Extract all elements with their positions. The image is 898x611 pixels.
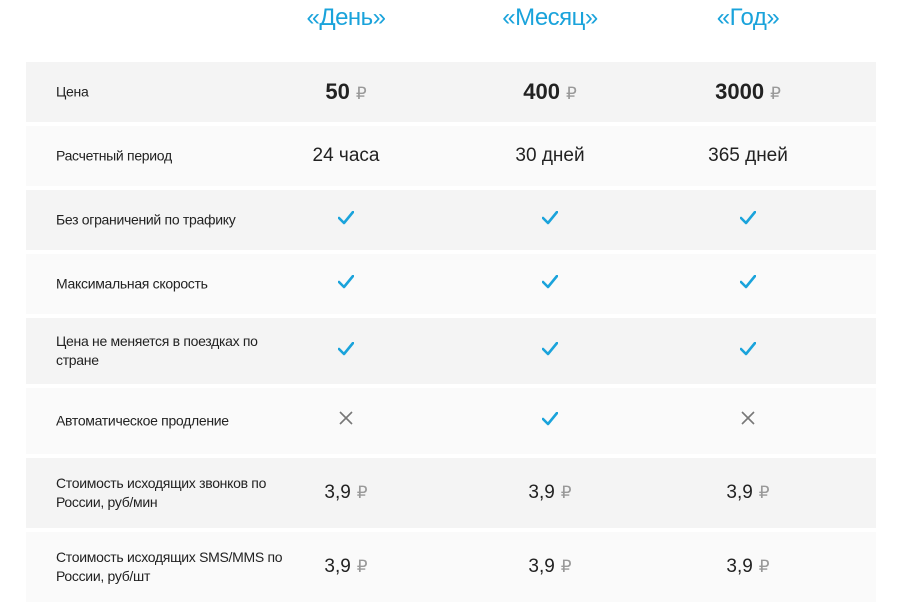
check-icon (541, 410, 559, 432)
check-icon (541, 209, 559, 231)
plan-header-1: «День» (306, 4, 386, 31)
price-value: 50 ₽ (325, 79, 366, 105)
table-row: Без ограничений по трафику (26, 190, 876, 250)
amount: 3,9 (528, 556, 555, 577)
plan-header-3: «Год» (716, 4, 780, 31)
ruble-sign: ₽ (560, 483, 572, 502)
check-icon (337, 340, 355, 362)
ruble-sign: ₽ (758, 557, 770, 576)
amount: 3,9 (324, 556, 351, 577)
price-value: 3,9 ₽ (726, 482, 769, 504)
plan-header-2: «Месяц» (502, 4, 598, 31)
check-icon (739, 273, 757, 295)
check-icon (337, 209, 355, 231)
row-label: Цена (56, 83, 89, 100)
table-row: Стоимость исходящих звонков по России, р… (26, 458, 876, 528)
check-icon (541, 273, 559, 295)
table-row: Стоимость исходящих SMS/MMS по России, р… (26, 532, 876, 602)
cell-value: 30 дней (515, 145, 585, 166)
price-value: 3,9 ₽ (528, 556, 571, 578)
cross-icon (338, 410, 354, 432)
cell-value: 24 часа (312, 145, 380, 166)
check-icon (337, 273, 355, 295)
row-label: Стоимость исходящих звонков по России, р… (56, 475, 267, 510)
price-value: 3,9 ₽ (324, 556, 367, 578)
cross-icon (740, 410, 756, 432)
price-value: 3,9 ₽ (528, 482, 571, 504)
table-row: Цена не меняется в поездках по стране (26, 318, 876, 384)
price-value: 3,9 ₽ (726, 556, 769, 578)
ruble-sign: ₽ (356, 483, 368, 502)
table-row: Цена 50 ₽400 ₽3000 ₽ (26, 62, 876, 122)
row-label: Максимальная скорость (56, 275, 208, 292)
price-value: 3,9 ₽ (324, 482, 367, 504)
table-row: Автоматическое продление (26, 388, 876, 454)
ruble-sign: ₽ (565, 84, 577, 103)
price-value: 400 ₽ (523, 79, 577, 105)
ruble-sign: ₽ (355, 84, 367, 103)
row-label: Стоимость исходящих SMS/MMS по России, р… (56, 549, 283, 584)
row-label: Расчетный период (56, 147, 172, 164)
check-icon (541, 340, 559, 362)
price-value: 3000 ₽ (715, 79, 781, 105)
check-icon (739, 340, 757, 362)
row-label: Без ограничений по трафику (56, 211, 236, 228)
amount: 3,9 (528, 482, 555, 503)
ruble-sign: ₽ (560, 557, 572, 576)
ruble-sign: ₽ (770, 84, 781, 103)
amount: 3,9 (726, 482, 753, 503)
amount: 3,9 (726, 556, 753, 577)
table-row: Расчетный период 24 часа 30 дней 365 дней (26, 126, 876, 186)
ruble-sign: ₽ (758, 483, 770, 502)
ruble-sign: ₽ (356, 557, 368, 576)
table-row: Максимальная скорость (26, 254, 876, 314)
amount: 50 (325, 79, 350, 104)
amount: 400 (523, 79, 560, 104)
amount: 3,9 (324, 482, 351, 503)
cell-value: 365 дней (708, 145, 788, 166)
row-label: Цена не меняется в поездках по стране (56, 333, 258, 368)
row-label: Автоматическое продление (56, 412, 229, 429)
check-icon (739, 209, 757, 231)
amount: 3000 (715, 79, 765, 104)
